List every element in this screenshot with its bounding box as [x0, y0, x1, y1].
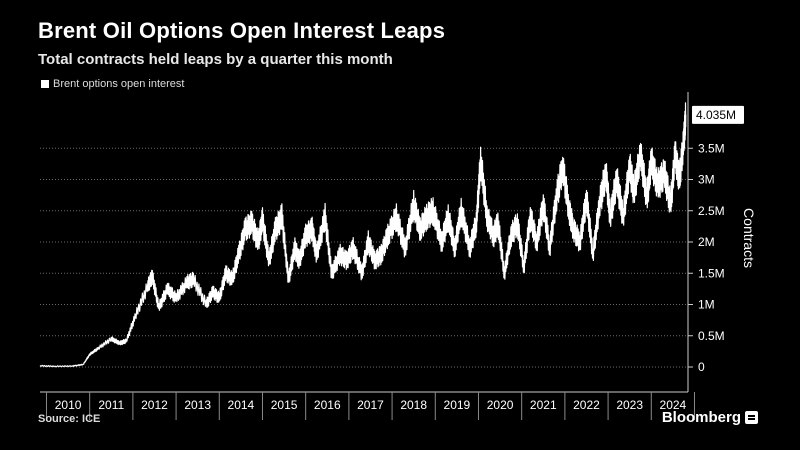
x-tick-label: 2014	[228, 398, 255, 412]
y-tick-label: 0.5M	[698, 329, 725, 343]
x-tick-label: 2016	[314, 398, 341, 412]
y-tick-label: 2M	[698, 235, 715, 249]
y-tick-label: 3M	[698, 173, 715, 187]
brand-name: Bloomberg	[661, 409, 741, 426]
x-tick-label: 2010	[55, 398, 82, 412]
x-tick-label: 2013	[184, 398, 211, 412]
last-value-label: 4.035M	[696, 108, 736, 122]
chart-subtitle: Total contracts held leaps by a quarter …	[38, 51, 393, 68]
chart-legend: Brent options open interest	[41, 78, 184, 90]
source-note: Source: ICE	[38, 413, 101, 425]
last-value-box	[692, 105, 744, 124]
y-axis-title: Contracts	[741, 208, 757, 268]
legend-label: Brent options open interest	[53, 78, 185, 90]
y-tick-label: 0	[698, 360, 705, 374]
chart-title: Brent Oil Options Open Interest Leaps	[38, 18, 446, 43]
brand-logo: Bloomberg	[662, 409, 758, 426]
x-tick-label: 2023	[616, 398, 643, 412]
y-tick-label: 1M	[698, 298, 715, 312]
x-tick-label: 2022	[573, 398, 600, 412]
y-tick-label: 3.5M	[698, 141, 725, 155]
y-tick-label: 1.5M	[698, 266, 725, 280]
x-tick-label: 2021	[530, 398, 557, 412]
x-tick-label: 2020	[487, 398, 514, 412]
series-line	[39, 102, 687, 368]
bloomberg-icon	[745, 411, 758, 424]
x-tick-label: 2012	[141, 398, 168, 412]
x-tick-label: 2018	[400, 398, 427, 412]
x-tick-label: 2024	[660, 398, 687, 412]
legend-swatch	[41, 80, 49, 88]
x-tick-label: 2011	[98, 398, 124, 412]
y-tick-label: 2.5M	[698, 204, 725, 218]
x-tick-label: 2015	[271, 398, 298, 412]
x-tick-label: 2019	[444, 398, 471, 412]
x-tick-label: 2017	[357, 398, 384, 412]
